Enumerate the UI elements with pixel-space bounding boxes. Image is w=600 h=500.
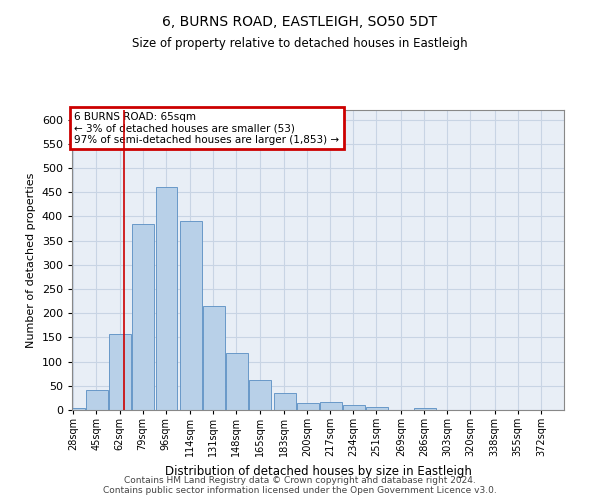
X-axis label: Distribution of detached houses by size in Eastleigh: Distribution of detached houses by size … (164, 464, 472, 477)
Bar (320, 402, 342, 410)
Text: Size of property relative to detached houses in Eastleigh: Size of property relative to detached ho… (132, 38, 468, 51)
Bar (155, 188, 178, 410)
Bar (86, 390, 108, 410)
Bar (63, 408, 85, 410)
Bar (274, 393, 296, 410)
Bar (109, 334, 131, 410)
Bar (133, 224, 154, 410)
Text: Contains public sector information licensed under the Open Government Licence v3: Contains public sector information licen… (103, 486, 497, 495)
Text: Contains HM Land Registry data © Crown copyright and database right 2024.: Contains HM Land Registry data © Crown c… (124, 476, 476, 485)
Bar (414, 408, 436, 410)
Bar (250, 380, 271, 410)
Bar (226, 353, 248, 410)
Bar (343, 405, 365, 410)
Bar (366, 407, 388, 410)
Bar (180, 222, 202, 410)
Bar (297, 403, 319, 410)
Bar (203, 306, 225, 410)
Text: 6 BURNS ROAD: 65sqm
← 3% of detached houses are smaller (53)
97% of semi-detache: 6 BURNS ROAD: 65sqm ← 3% of detached hou… (74, 112, 340, 144)
Y-axis label: Number of detached properties: Number of detached properties (26, 172, 36, 348)
Text: 6, BURNS ROAD, EASTLEIGH, SO50 5DT: 6, BURNS ROAD, EASTLEIGH, SO50 5DT (163, 15, 437, 29)
